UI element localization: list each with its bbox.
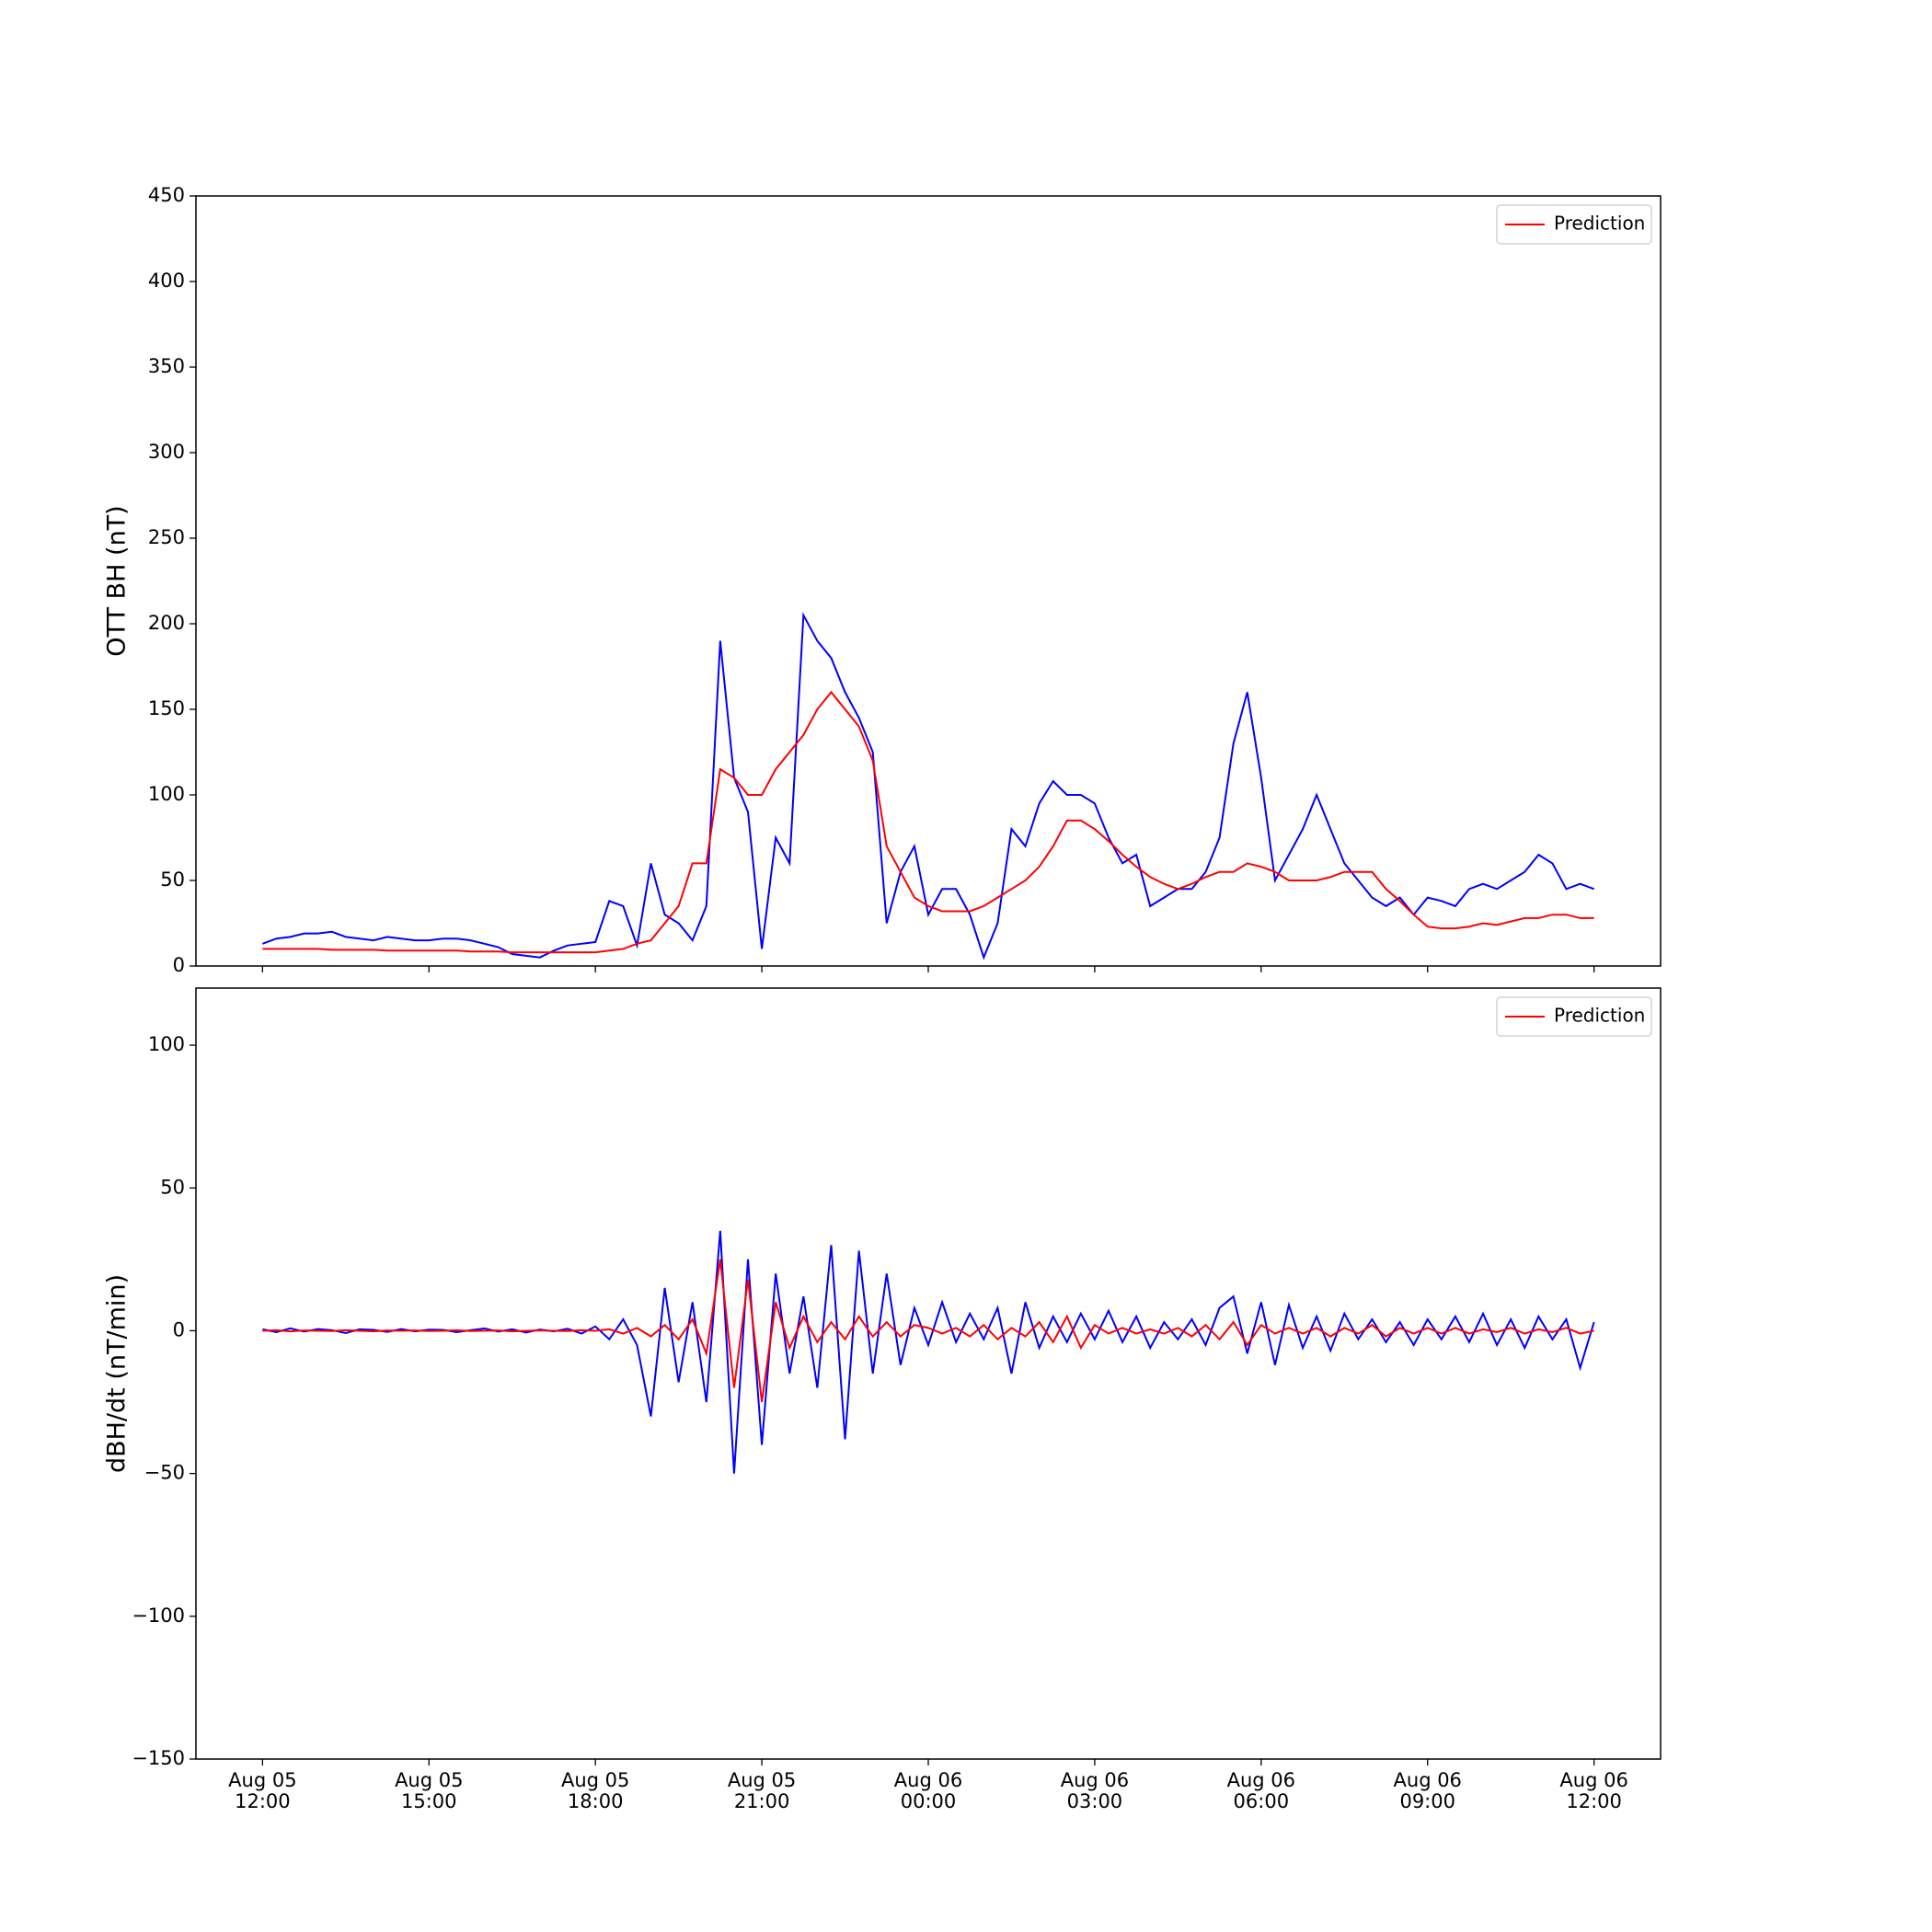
y-tick-label: 0 xyxy=(173,954,185,976)
x-tick-label: Aug 05 21:00 xyxy=(727,1769,797,1812)
y-tick-label: 450 xyxy=(148,184,185,206)
axes-frame xyxy=(195,195,1662,967)
x-tick-label: Aug 06 03:00 xyxy=(1060,1769,1130,1812)
y-tick-label: 100 xyxy=(148,1033,185,1055)
y-tick-label: 250 xyxy=(148,526,185,548)
y-tick-label: 50 xyxy=(160,868,185,891)
y-axis-label: OTT BH (nT) xyxy=(103,505,132,656)
y-tick-label: 50 xyxy=(160,1176,185,1198)
x-tick-label: Aug 05 12:00 xyxy=(228,1769,297,1812)
x-tick-label: Aug 06 09:00 xyxy=(1393,1769,1462,1812)
y-tick-label: −50 xyxy=(144,1462,185,1484)
data-line xyxy=(262,1259,1594,1403)
y-tick-label: 400 xyxy=(148,270,185,292)
data-line xyxy=(262,690,1594,954)
y-tick-label: 350 xyxy=(148,355,185,377)
x-tick-label: Aug 06 00:00 xyxy=(893,1769,963,1812)
y-tick-label: 0 xyxy=(173,1318,185,1340)
x-tick-label: Aug 06 12:00 xyxy=(1559,1769,1628,1812)
legend-box xyxy=(1496,996,1652,1037)
y-tick-label: 100 xyxy=(148,783,185,805)
legend-box xyxy=(1496,204,1652,245)
y-axis-label: dBH/dt (nT/min) xyxy=(103,1274,132,1473)
y-tick-label: −100 xyxy=(132,1604,185,1627)
data-line xyxy=(262,1230,1595,1474)
data-line xyxy=(262,612,1594,960)
x-tick-label: Aug 06 06:00 xyxy=(1226,1769,1296,1812)
y-tick-label: 200 xyxy=(148,612,185,634)
y-tick-label: −150 xyxy=(132,1747,185,1769)
legend-label: Prediction xyxy=(1554,213,1645,235)
axes-frame xyxy=(195,987,1662,1760)
y-tick-label: 150 xyxy=(148,697,185,719)
legend-label: Prediction xyxy=(1554,1005,1645,1027)
x-tick-label: Aug 05 15:00 xyxy=(395,1769,464,1812)
y-tick-label: 300 xyxy=(148,441,185,463)
x-tick-label: Aug 05 18:00 xyxy=(560,1769,630,1812)
